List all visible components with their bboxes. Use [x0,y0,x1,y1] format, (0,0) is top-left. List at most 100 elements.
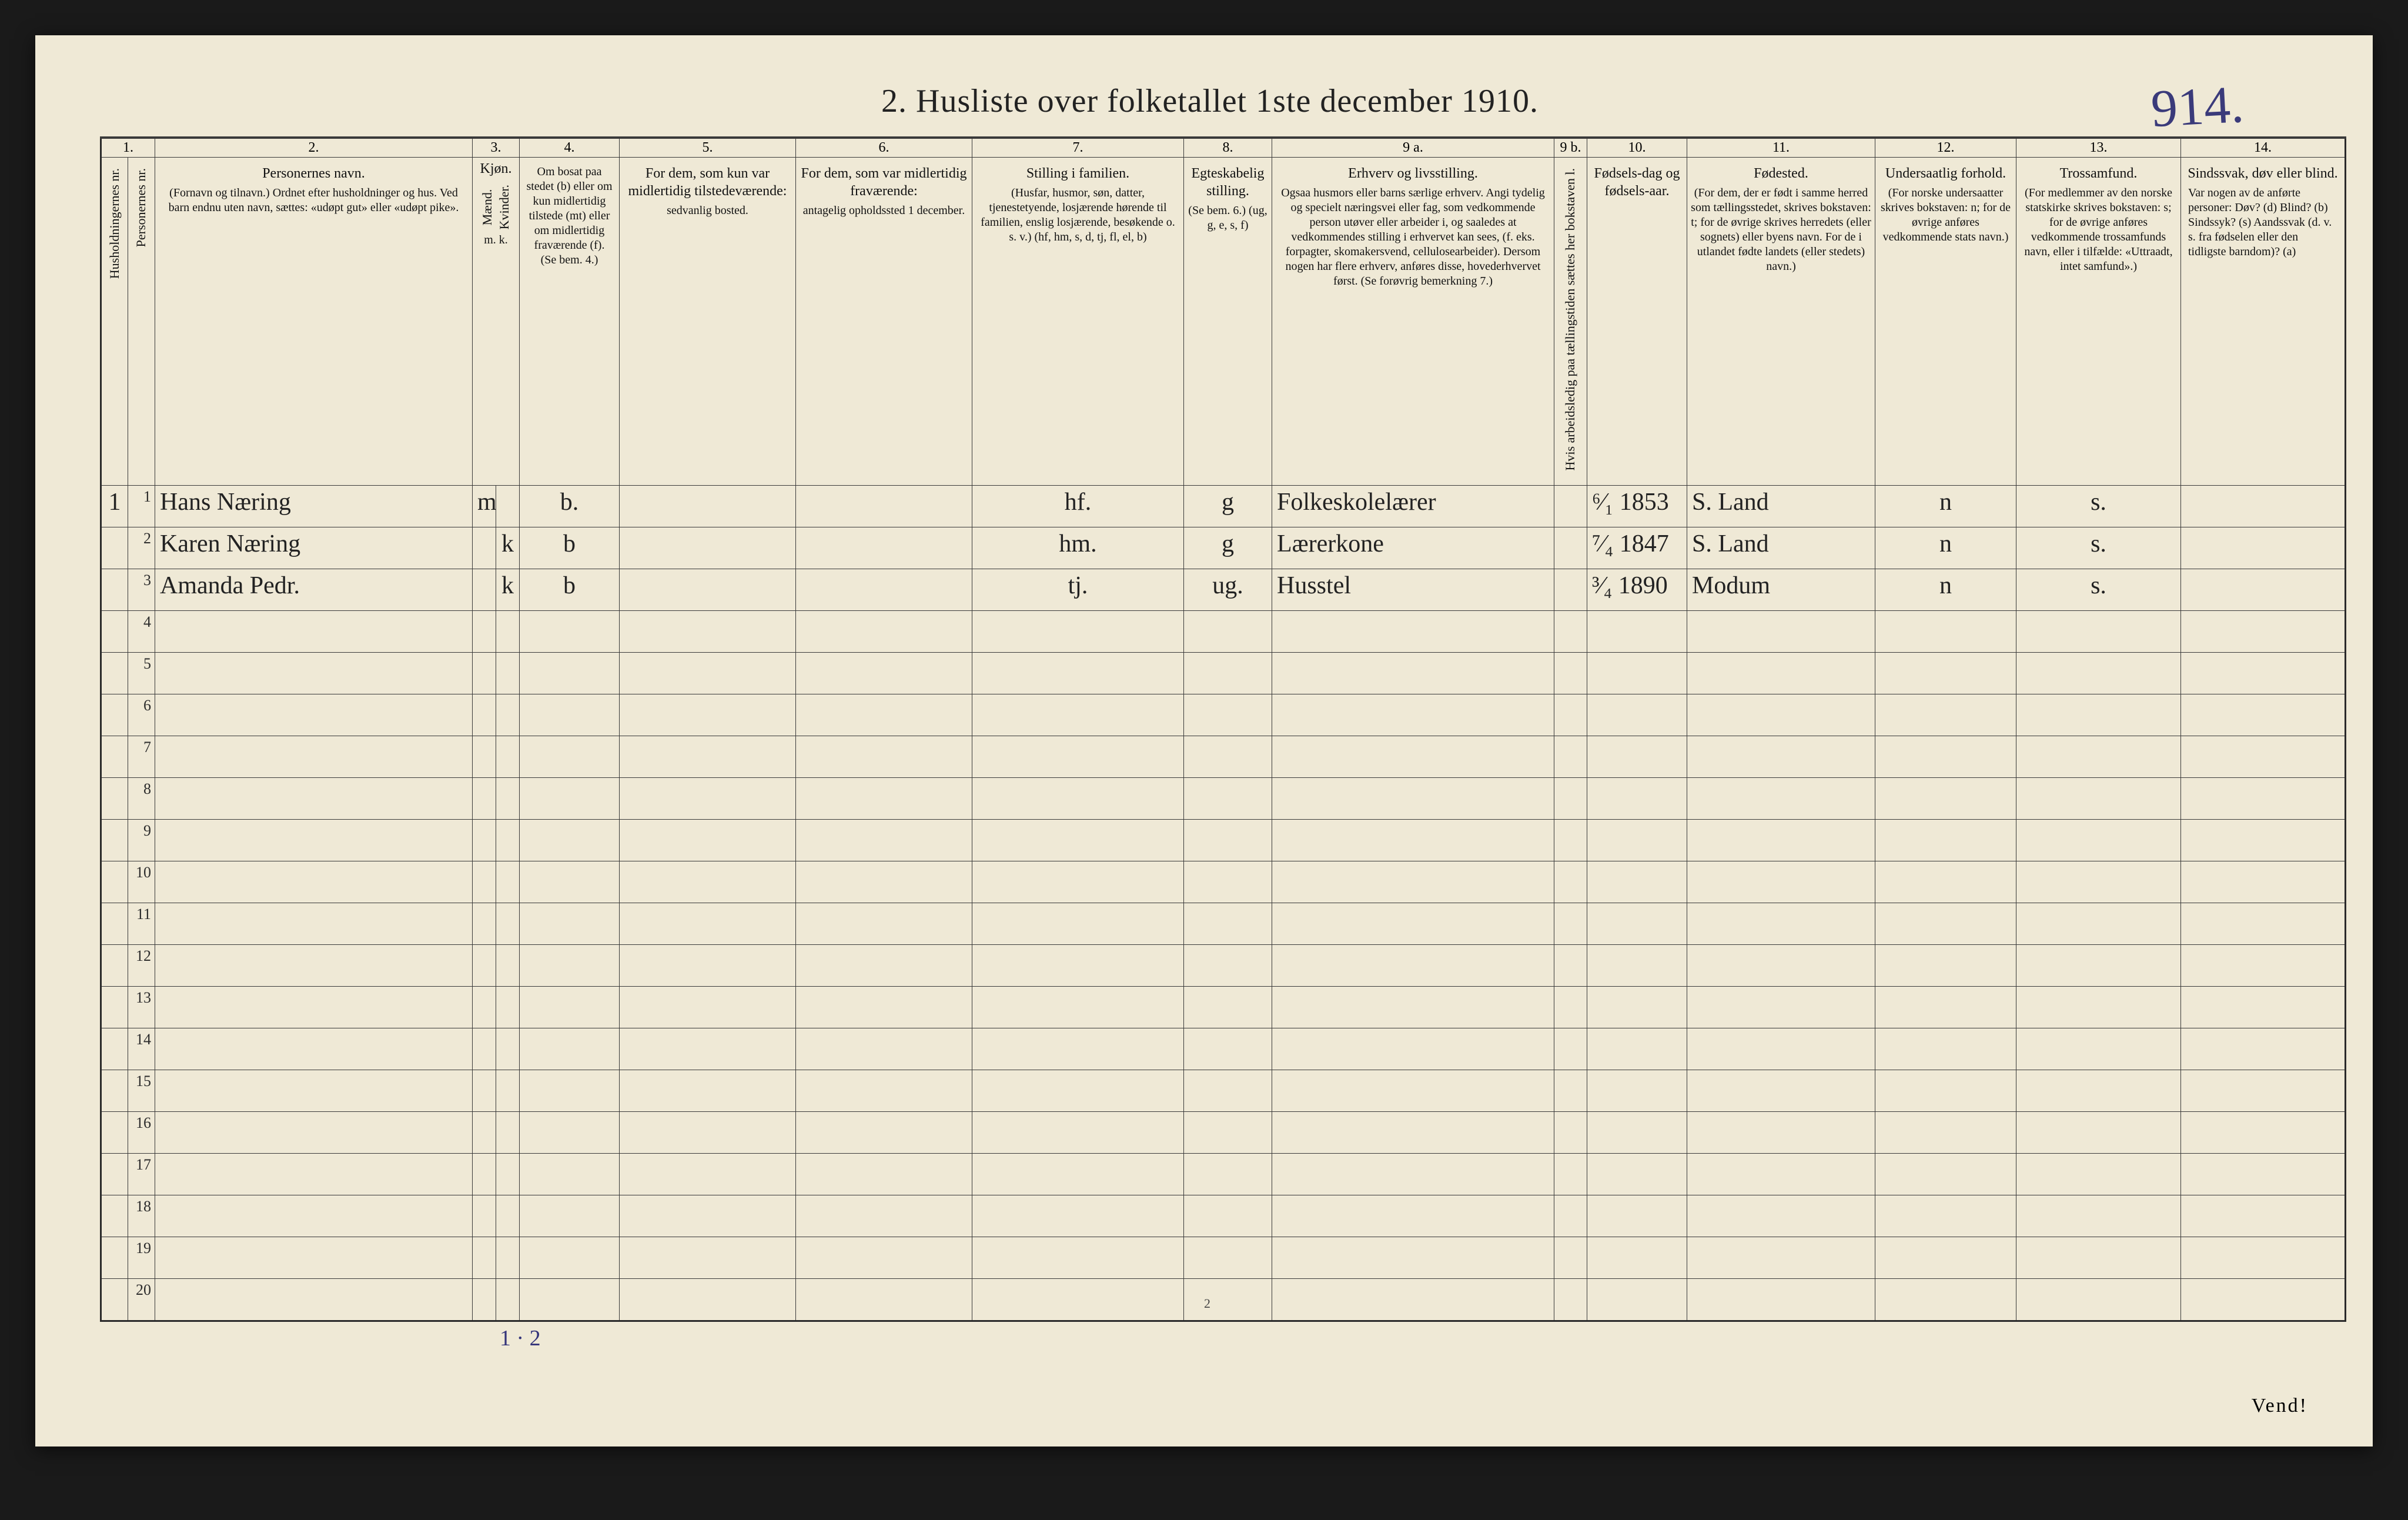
cell-empty [473,944,496,986]
cell-empty [1272,861,1554,903]
cell-empty [496,1153,520,1195]
cell-empty [520,861,620,903]
cell-empty [2016,861,2181,903]
cell-empty [473,1153,496,1195]
header-faith-title: Trossamfund. [2020,165,2177,182]
cell-empty [496,861,520,903]
cell-empty [1687,819,1875,861]
cell-empty [1687,1278,1875,1321]
cell-household-no [101,1278,128,1321]
cell-empty [2016,736,2181,777]
cell-temp-present [620,569,796,610]
cell-empty [620,736,796,777]
cell-empty [496,1195,520,1237]
header-sex-foot: m. k. [473,233,519,248]
header-sex-title: Kjøn. [473,160,519,178]
cell-empty [1272,736,1554,777]
cell-empty [1587,944,1687,986]
cell-empty [796,944,972,986]
cell-household-no [101,1070,128,1111]
cell-household-no [101,652,128,694]
cell-occupation: Husstel [1272,569,1554,610]
cell-empty [1184,861,1272,903]
cell-empty [473,1195,496,1237]
cell-temp-present [620,485,796,527]
table-row: 15 [101,1070,2346,1111]
cell-empty [1687,1237,1875,1278]
cell-faith: s. [2016,569,2181,610]
cell-sex-m [473,569,496,610]
cell-household-no [101,610,128,652]
table-row: 14 [101,1028,2346,1070]
cell-empty [972,1278,1184,1321]
cell-empty [155,1111,473,1153]
cell-empty [2181,819,2346,861]
cell-empty [1554,736,1587,777]
cell-empty [1687,944,1875,986]
cell-empty [1587,1278,1687,1321]
header-birthplace: Fødested. (For dem, der er født i samme … [1687,158,1875,486]
cell-empty [620,1070,796,1111]
cell-person-no: 14 [128,1028,155,1070]
header-temp-present: For dem, som kun var midlertidig tilsted… [620,158,796,486]
cell-empty [2181,944,2346,986]
cell-person-no: 17 [128,1153,155,1195]
header-sex: Kjøn. Mænd. Kvinder. m. k. [473,158,520,486]
cell-empty [796,1028,972,1070]
cell-empty [2016,1278,2181,1321]
cell-person-no: 18 [128,1195,155,1237]
cell-empty [520,903,620,944]
table-row: 18 [101,1195,2346,1237]
colnum-13: 13. [2016,138,2181,158]
colnum-12: 12. [1875,138,2016,158]
cell-empty [1554,1153,1587,1195]
cell-family-role: hm. [972,527,1184,569]
cell-empty [972,1153,1184,1195]
cell-empty [1875,1153,2016,1195]
cell-empty [155,736,473,777]
table-row: 6 [101,694,2346,736]
cell-nationality: n [1875,527,2016,569]
cell-empty [520,1070,620,1111]
cell-empty [2016,1153,2181,1195]
cell-name: Karen Næring [155,527,473,569]
cell-empty [1554,903,1587,944]
cell-empty [496,1111,520,1153]
table-row: 11Hans Næringmb.hf.gFolkeskolelærer⁶⁄₁ 1… [101,485,2346,527]
cell-birthdate: ⁶⁄₁ 1853 [1587,485,1687,527]
colnum-3: 3. [473,138,520,158]
cell-birthplace: Modum [1687,569,1875,610]
cell-empty [1875,610,2016,652]
cell-empty [620,610,796,652]
cell-empty [155,652,473,694]
cell-household-no [101,694,128,736]
cell-residence-status: b [520,527,620,569]
cell-empty [620,944,796,986]
cell-empty [1687,736,1875,777]
cell-empty [972,819,1184,861]
cell-empty [1687,1153,1875,1195]
handwritten-page-number: 914. [2149,74,2245,139]
cell-empty [2016,1028,2181,1070]
cell-empty [1272,1195,1554,1237]
cell-household-no [101,986,128,1028]
cell-household-no: 1 [101,485,128,527]
header-family-role: Stilling i familien. (Husfar, husmor, sø… [972,158,1184,486]
cell-empty [496,1028,520,1070]
cell-unemployed [1554,485,1587,527]
cell-empty [2181,1278,2346,1321]
colnum-8: 8. [1184,138,1272,158]
cell-empty [473,777,496,819]
cell-household-no [101,903,128,944]
cell-empty [1272,903,1554,944]
cell-empty [620,861,796,903]
handwritten-tally-below: 1 · 2 [500,1325,2320,1351]
cell-empty [1554,652,1587,694]
cell-empty [796,610,972,652]
cell-empty [155,986,473,1028]
header-residence-foot: (Se bem. 4.) [523,253,616,268]
cell-empty [1272,1237,1554,1278]
cell-empty [473,652,496,694]
table-row: 10 [101,861,2346,903]
cell-empty [1587,986,1687,1028]
